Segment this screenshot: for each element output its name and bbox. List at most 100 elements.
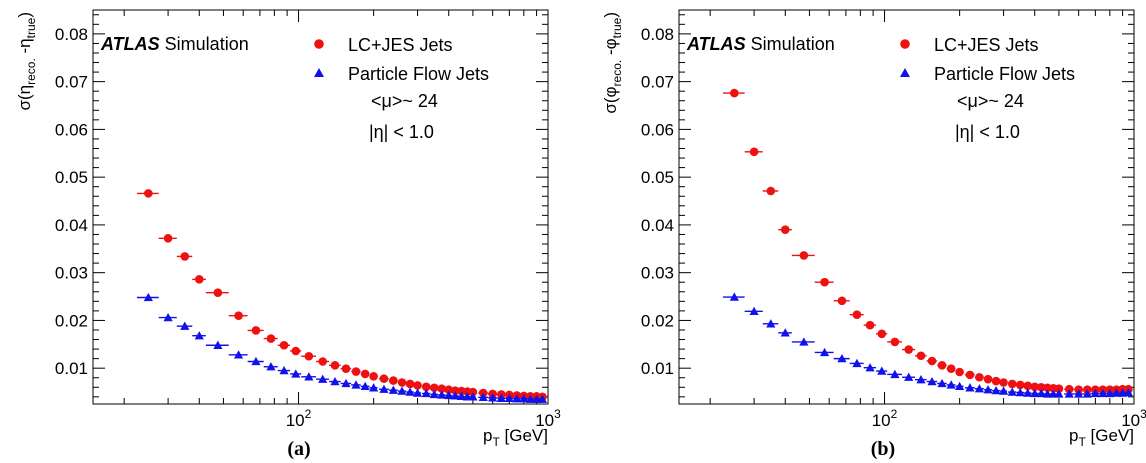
data-point [837, 296, 847, 306]
data-point [379, 374, 389, 383]
data-point [1023, 388, 1033, 397]
series-lc-jes [136, 189, 547, 402]
data-point [975, 372, 984, 382]
eta-annotation: |η| < 1.0 [369, 122, 434, 142]
data-point [341, 364, 351, 373]
data-point [974, 384, 984, 393]
data-point [820, 277, 829, 287]
data-point [904, 345, 914, 354]
data-point [937, 361, 947, 370]
legend-label: LC+JES Jets [934, 35, 1039, 55]
data-point [405, 387, 415, 396]
y-tick-label: 0.05 [641, 168, 674, 187]
data-point [360, 369, 370, 379]
data-point [468, 392, 478, 401]
data-point [512, 394, 522, 403]
y-tick-label: 0.04 [641, 216, 674, 235]
y-tick-label: 0.03 [641, 264, 674, 283]
x-tick-label: 103 [1121, 407, 1146, 430]
legend-label: LC+JES Jets [348, 35, 453, 55]
data-point [180, 321, 190, 330]
data-point [955, 367, 964, 377]
legend-label: Particle Flow Jets [348, 64, 489, 84]
data-point [389, 376, 398, 385]
data-point [450, 386, 460, 395]
atlas-label: ATLAS Simulation [686, 34, 835, 54]
data-point [946, 380, 956, 389]
data-point [927, 376, 937, 386]
data-point [877, 329, 887, 339]
data-point [318, 357, 328, 366]
data-point [730, 88, 739, 98]
data-point [1054, 384, 1064, 394]
data-point [904, 372, 914, 381]
data-point [213, 288, 223, 298]
data-point [537, 394, 548, 403]
y-tick-label: 0.07 [641, 73, 674, 92]
data-point [1064, 384, 1074, 394]
data-point [1074, 389, 1084, 398]
data-point [983, 374, 993, 384]
data-point [799, 251, 809, 260]
y-tick-label: 0.08 [55, 25, 88, 44]
data-point [1030, 382, 1040, 392]
data-point [421, 382, 431, 392]
data-point [852, 358, 862, 368]
data-point [330, 361, 340, 370]
data-point [890, 337, 900, 347]
data-point [837, 354, 847, 363]
data-point [266, 334, 276, 343]
data-point [946, 364, 956, 373]
y-tick-label: 0.04 [55, 216, 88, 235]
data-point [233, 350, 244, 359]
y-axis-label: σ(φreco. -φtrue) [601, 12, 624, 114]
data-point [421, 388, 431, 398]
data-point [983, 385, 993, 394]
atlas-label: ATLAS Simulation [100, 34, 249, 54]
data-point [1023, 381, 1033, 391]
data-point [766, 319, 776, 328]
data-point [291, 346, 301, 356]
x-tick-label: 102 [286, 407, 312, 430]
y-tick-label: 0.02 [55, 311, 88, 330]
y-tick-label: 0.01 [641, 359, 674, 378]
data-point [852, 310, 862, 319]
y-tick-label: 0.05 [55, 168, 88, 187]
legend-marker-circle [900, 39, 910, 49]
data-point [194, 275, 204, 284]
data-point [504, 393, 514, 402]
data-point [144, 189, 153, 198]
series-lc-jes [722, 88, 1133, 394]
data-point [965, 370, 975, 380]
y-tick-label: 0.02 [641, 311, 674, 330]
data-point [388, 385, 398, 394]
data-point [318, 374, 328, 383]
data-point [279, 340, 289, 350]
panel-b: 0.01 0.02 0.03 0.04 0.05 0.06 0.07 0.08 102 103pT… [601, 9, 1146, 460]
data-point [437, 384, 447, 394]
plot-frame [92, 9, 549, 405]
panel-a: 0.01 0.02 0.03 0.04 0.05 0.06 0.07 0.08 102 103pT… [15, 9, 561, 460]
data-point [379, 384, 389, 393]
data-point [991, 376, 1001, 386]
data-point [429, 389, 439, 399]
data-point [1098, 388, 1108, 398]
data-point [865, 363, 875, 372]
data-point [1015, 380, 1025, 390]
data-point [531, 394, 542, 403]
data-point [194, 331, 204, 340]
data-point [877, 366, 887, 375]
data-point [444, 390, 454, 400]
series-particle-flow [722, 292, 1134, 398]
data-point [251, 356, 261, 366]
data-point [927, 356, 937, 366]
legend: LC+JES Jets Particle Flow Jets [900, 35, 1075, 84]
data-point [1036, 382, 1046, 392]
data-point [429, 383, 439, 393]
data-point [525, 394, 535, 403]
data-point [213, 340, 223, 349]
y-tick-label: 0.08 [641, 25, 674, 44]
y-axis-label: σ(ηreco. -ηtrue) [15, 12, 38, 111]
data-point [251, 326, 261, 335]
data-point [955, 381, 965, 391]
